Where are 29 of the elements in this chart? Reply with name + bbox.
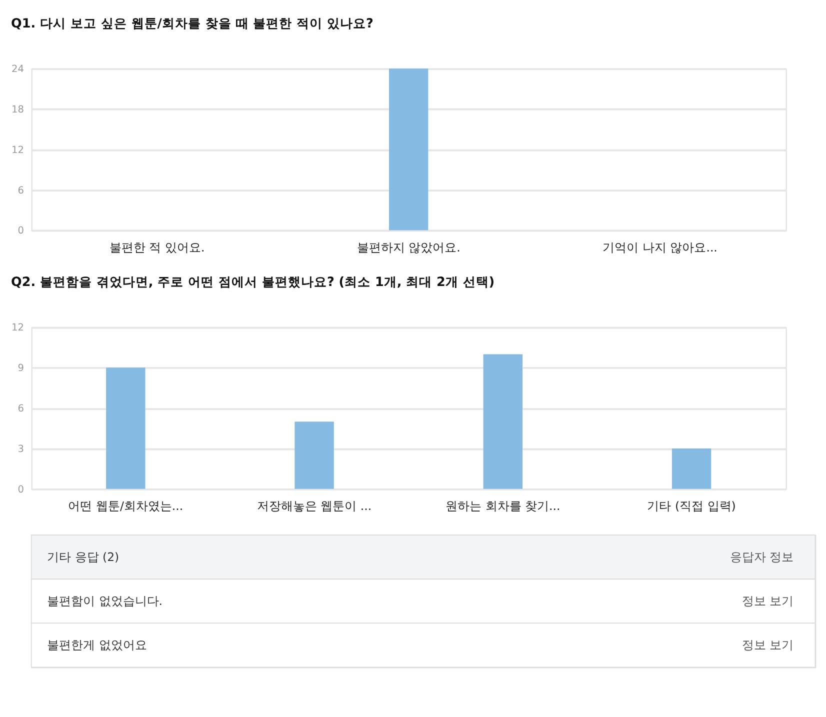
y-tick-label: 12 <box>12 144 24 156</box>
text: 불편함이 없었습니다. <box>47 594 163 608</box>
x-tick-label: 불편하지 않았어요. <box>356 240 460 254</box>
text: 정보 보기 <box>742 594 794 608</box>
text: 기타 응답 (2) <box>47 550 120 564</box>
y-tick-label: 0 <box>18 226 24 237</box>
x-tick-label: 어떤 웹툰/회차였는... <box>68 499 184 513</box>
y-tick-label: 3 <box>18 444 24 455</box>
x-tick-label: 기타 (직접 입력) <box>647 499 736 513</box>
y-tick-label: 18 <box>12 104 24 116</box>
x-tick-label: 기억이 나지 않아요... <box>602 240 718 254</box>
text: 응답자 정보 <box>730 550 794 564</box>
text: 정보 보기 <box>742 638 794 652</box>
x-tick-label: 저장해놓은 웹툰이 ... <box>256 499 372 513</box>
chart-title: Q2. 불편함을 겪었다면, 주로 어떤 점에서 불편했나요? (최소 1개, 최대 2개 선택) <box>11 275 495 290</box>
bar <box>294 422 334 489</box>
bar <box>106 368 146 489</box>
y-tick-label: 12 <box>12 322 24 334</box>
bar <box>483 354 522 489</box>
y-tick-label: 9 <box>18 363 24 374</box>
y-tick-label: 24 <box>12 64 24 76</box>
y-tick-label: 6 <box>18 185 24 196</box>
x-tick-label: 불편한 적 있어요. <box>109 240 205 254</box>
x-tick-label: 원하는 회차를 찾기... <box>446 499 560 513</box>
chart-title: Q1. 다시 보고 싶은 웹툰/회차를 찾을 때 불편한 적이 있나요? <box>11 16 374 32</box>
y-tick-label: 0 <box>18 484 24 496</box>
bar <box>672 448 712 489</box>
text: 불편한게 없었어요 <box>47 638 147 652</box>
y-tick-label: 6 <box>18 404 24 415</box>
